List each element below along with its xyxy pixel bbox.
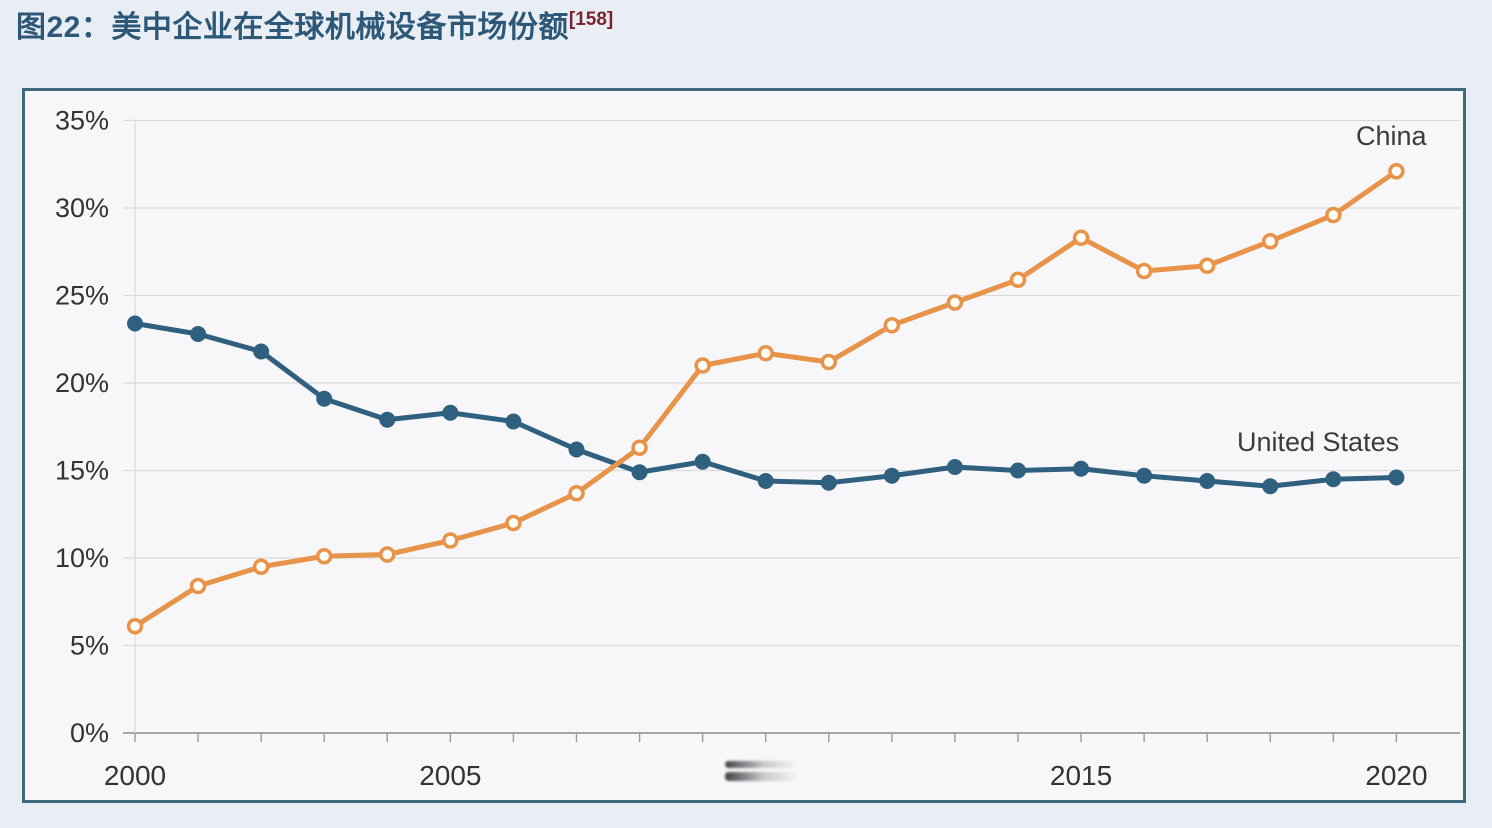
data-point-united-states: [946, 459, 963, 475]
data-point-china: [1262, 233, 1279, 250]
data-point-united-states: [190, 326, 207, 342]
data-point-china: [1198, 257, 1216, 274]
data-point-china: [315, 548, 333, 565]
y-tick-label: 10%: [55, 543, 109, 573]
y-tick-label: 15%: [55, 456, 109, 486]
data-point-united-states: [757, 473, 774, 489]
data-point-united-states: [1009, 462, 1026, 479]
data-point-china: [189, 577, 207, 595]
data-point-united-states: [631, 464, 648, 481]
data-point-united-states: [1136, 467, 1153, 484]
data-point-united-states: [694, 453, 711, 470]
x-tick-label: 2015: [1050, 760, 1112, 791]
data-point-united-states: [883, 467, 900, 484]
y-tick-label: 35%: [55, 106, 109, 136]
data-point-china: [883, 317, 901, 334]
x-tick-label: 2020: [1365, 760, 1427, 791]
data-point-united-states: [379, 411, 396, 428]
data-point-china: [631, 439, 648, 456]
data-point-united-states: [505, 413, 522, 430]
data-point-china: [442, 532, 459, 549]
series-label-united-states: United States: [1237, 427, 1400, 457]
data-point-united-states: [127, 315, 143, 332]
data-point-united-states: [1325, 471, 1342, 488]
data-point-united-states: [1388, 469, 1405, 486]
data-point-china: [1135, 262, 1153, 280]
data-point-china: [820, 353, 838, 371]
line-chart-canvas: 0% 5% 10% 15% 20% 25% 30% 35% 2000 2005 2015 2020: [55, 106, 1460, 791]
data-point-china: [1072, 229, 1090, 246]
data-point-united-states: [1073, 460, 1090, 477]
data-point-united-states: [1262, 478, 1279, 495]
data-point-china: [568, 485, 585, 502]
y-tick-label: 30%: [55, 193, 109, 223]
y-tick-label: 0%: [70, 718, 109, 748]
x-tick-label: 2005: [419, 760, 481, 791]
data-point-china: [1388, 163, 1405, 180]
figure-title: 图22：美中企业在全球机械设备市场份额[158]: [16, 2, 613, 46]
data-point-united-states: [316, 390, 333, 407]
citation-superscript: [158]: [568, 9, 614, 30]
data-point-china: [1009, 271, 1027, 288]
data-point-china: [505, 514, 522, 532]
figure-title-text: 图22：美中企业在全球机械设备市场份额: [16, 11, 569, 44]
y-tick-label: 5%: [70, 631, 109, 661]
data-point-china: [1325, 206, 1342, 224]
data-point-china: [252, 558, 270, 575]
data-point-united-states: [253, 343, 270, 360]
data-point-china: [694, 357, 711, 374]
data-point-united-states: [1199, 473, 1216, 489]
y-tick-label: 25%: [55, 281, 109, 311]
data-point-china: [379, 546, 396, 563]
series-label-china: China: [1356, 121, 1427, 151]
data-point-china: [946, 294, 964, 311]
data-point-united-states: [568, 441, 585, 458]
data-point-china: [757, 345, 774, 362]
data-point-china: [126, 618, 144, 635]
data-point-united-states: [820, 474, 837, 491]
chart-frame: 0% 5% 10% 15% 20% 25% 30% 35% 2000 2005 2015 2020 U…: [22, 88, 1466, 803]
y-tick-label: 20%: [55, 368, 109, 398]
data-point-united-states: [442, 404, 459, 421]
x-tick-label: 2000: [104, 760, 166, 791]
